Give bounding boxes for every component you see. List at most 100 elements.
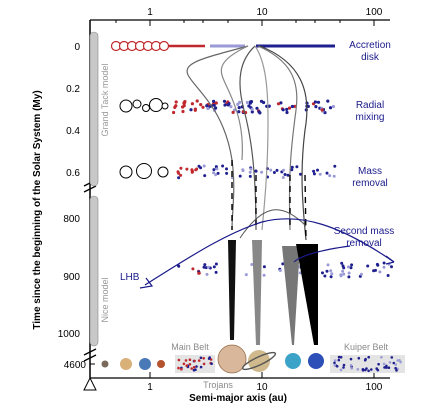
- planetesimal-dot: [244, 273, 248, 277]
- phase-labels: Accretion disk Radial mixing Mass remova…: [120, 40, 394, 283]
- jupiter: [217, 344, 247, 374]
- planetesimal-dot: [225, 167, 228, 171]
- planetesimal-dot: [262, 265, 266, 269]
- planetesimal-dot: [229, 105, 233, 109]
- planetesimal-dot: [193, 107, 197, 111]
- planetesimal-dot: [367, 355, 371, 359]
- planetesimal-dot: [385, 366, 388, 369]
- second-mass-arrow: [293, 245, 351, 263]
- planetesimal-dot: [341, 269, 345, 273]
- planetesimal-dot: [191, 267, 195, 271]
- planetesimal-dot: [382, 265, 386, 269]
- planetesimal-dot: [199, 103, 203, 107]
- planetesimal-dot: [337, 358, 341, 362]
- planetesimal-dot: [202, 362, 206, 366]
- planetesimal-dot: [282, 168, 285, 172]
- planetesimal-dot: [278, 269, 282, 272]
- y-tick-4600: 4600: [64, 360, 87, 371]
- planetesimal-dot: [392, 361, 396, 365]
- jupiter-track-left: [186, 45, 249, 231]
- y-tick-0: 0: [74, 42, 80, 53]
- planetesimal-dot: [221, 164, 225, 168]
- nice-model-label: Nice model: [100, 277, 110, 322]
- y-tick-0.4: 0.4: [66, 126, 80, 137]
- x-top-ticks: [115, 20, 375, 26]
- planetesimal-dot: [212, 168, 216, 172]
- trojans-label: Trojans: [203, 380, 233, 390]
- planetesimal-dot: [342, 366, 345, 369]
- y-tick-0.6: 0.6: [66, 168, 80, 179]
- planetesimal-dot: [377, 362, 380, 366]
- second-mass-label-2: removal: [346, 238, 382, 249]
- planetesimal-dot: [342, 266, 346, 270]
- planetesimal-dot: [195, 365, 198, 368]
- radial-label-1: Radial: [356, 100, 384, 111]
- planetesimal-dot: [180, 367, 183, 371]
- planetesimal-dot: [314, 105, 318, 109]
- y-tick-900: 900: [63, 272, 80, 283]
- accretion-label-2: disk: [361, 52, 380, 63]
- venus: [120, 358, 132, 370]
- grand-tack-bar: [89, 31, 99, 187]
- planetesimal-dot: [195, 167, 199, 171]
- planetesimal-dot: [189, 108, 193, 112]
- kuiper-belt-label: Kuiper Belt: [344, 342, 389, 352]
- planetesimal-dot: [223, 103, 227, 107]
- planetesimal-dot: [272, 171, 276, 174]
- planetesimal-dot: [394, 366, 397, 370]
- planetesimal-dot: [205, 104, 209, 108]
- planetesimal-dot: [312, 169, 316, 173]
- planetesimal-dot: [192, 365, 196, 369]
- planetesimal-dot: [269, 168, 273, 172]
- planetesimal-dot: [349, 364, 353, 367]
- planetesimal-dot: [177, 358, 181, 362]
- planetesimal-dot: [248, 174, 252, 178]
- planetesimal-dot: [182, 362, 186, 366]
- planetesimal-dot: [383, 366, 386, 369]
- planetesimal-dot: [333, 361, 336, 365]
- planetesimal-dot: [214, 270, 218, 274]
- planetesimal-dot: [182, 104, 186, 108]
- planetesimal-dot: [285, 110, 289, 115]
- planetesimal-dot: [388, 361, 392, 364]
- planetesimal-dot: [254, 169, 258, 173]
- planetesimal-dot: [382, 362, 386, 366]
- planetesimal-dot: [328, 106, 333, 110]
- planetesimal-dot: [210, 362, 213, 366]
- planetesimal-dot: [364, 357, 367, 361]
- planetesimal-dot: [316, 100, 321, 104]
- planetesimal-dot: [174, 100, 178, 104]
- planetesimal-dot: [387, 366, 391, 370]
- planetesimal-dot: [342, 272, 346, 276]
- planetesimal-dot: [328, 174, 332, 178]
- planetesimal-dot: [245, 100, 249, 105]
- planetesimal-dot: [195, 99, 199, 103]
- saturn-ring: [241, 351, 277, 371]
- y-tick-1000: 1000: [58, 329, 81, 340]
- planetesimal-dot: [191, 170, 194, 174]
- planetesimal-dot: [238, 174, 242, 178]
- planetesimal-dot: [382, 261, 386, 265]
- planetesimal-dot: [173, 105, 177, 109]
- y-axis-title: Time since the beginning of the Solar Sy…: [32, 90, 43, 329]
- planetesimal-dot: [249, 100, 253, 104]
- planetesimal-dot: [201, 105, 205, 109]
- planetesimal-dot: [290, 168, 294, 172]
- planetesimal-dot: [329, 269, 333, 273]
- planetesimal-dot: [350, 367, 354, 370]
- planetesimal-dot: [188, 358, 192, 362]
- planetesimal-dot: [179, 166, 183, 170]
- planetesimal-dot: [214, 262, 218, 266]
- accretion-disk-row: [110, 40, 335, 52]
- ice-giant-track-1: [257, 45, 298, 231]
- planetesimal-dot: [203, 174, 207, 178]
- planetesimal-dot: [276, 102, 281, 106]
- planetesimal-dot: [258, 111, 262, 115]
- saturn: [248, 350, 270, 372]
- mass-removal-row: [119, 163, 337, 180]
- planetesimal-dot: [255, 106, 259, 110]
- model-bars: Grand Tack model Nice model: [89, 31, 110, 347]
- planetesimal-dot: [172, 110, 176, 115]
- radial-mixing-row: [119, 98, 335, 115]
- planetesimal-dot: [312, 172, 316, 176]
